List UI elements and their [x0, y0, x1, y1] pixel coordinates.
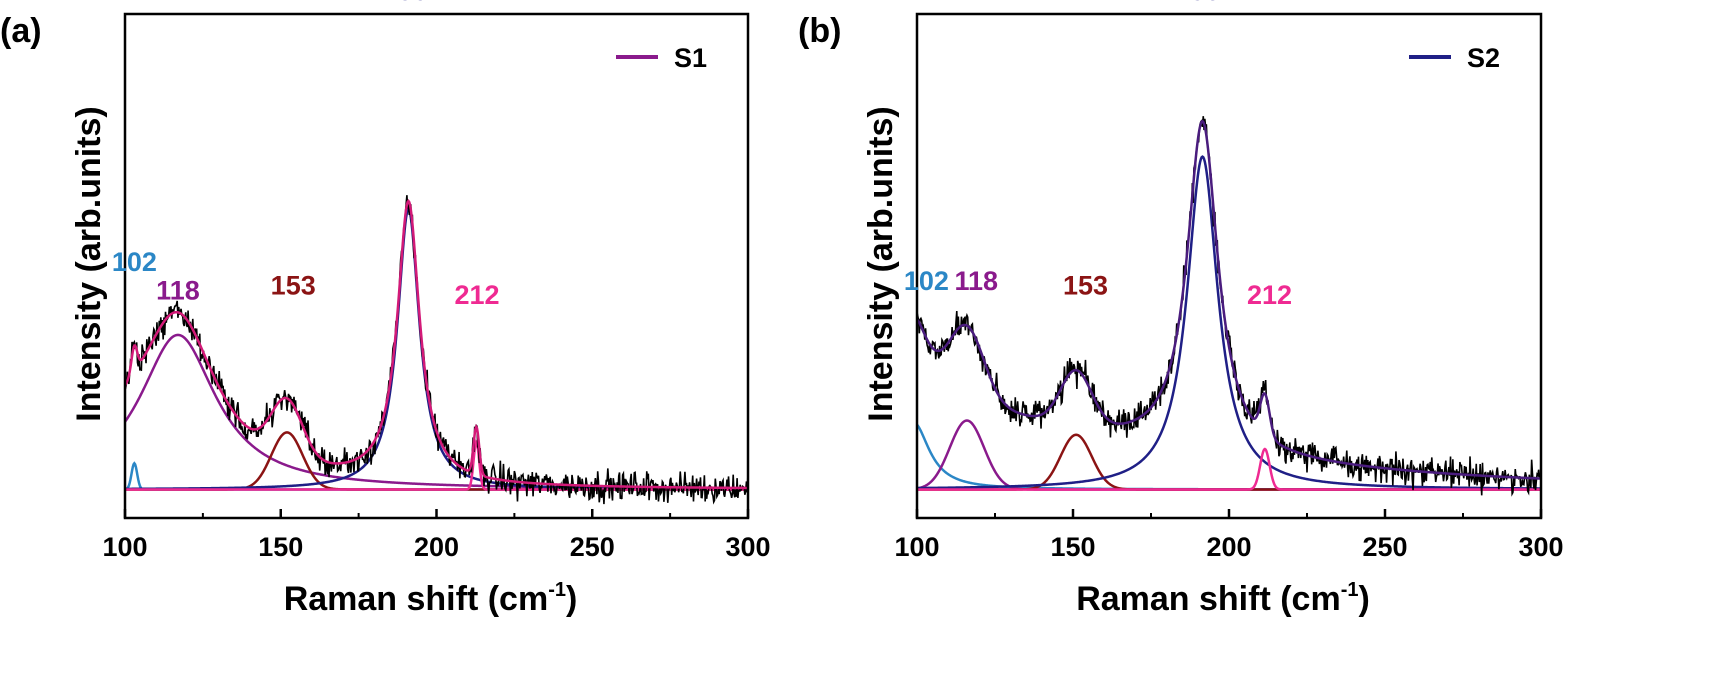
- x-axis-title-superscript: -1: [1341, 579, 1359, 601]
- x-tick-label: 250: [1362, 532, 1407, 562]
- x-tick-label: 200: [414, 532, 459, 562]
- measured-data-line: [125, 195, 748, 505]
- x-tick-label: 100: [894, 532, 939, 562]
- x-axis-title: Raman shift (cm-1): [1076, 579, 1370, 618]
- cumulative-fit-line: [917, 119, 1541, 480]
- peak-label-118: 118: [156, 275, 200, 305]
- x-axis-title-end: ): [1358, 580, 1369, 618]
- plot-area: [917, 116, 1541, 497]
- peak-label-212: 212: [454, 280, 499, 310]
- measured-data-line: [917, 116, 1541, 497]
- plot-area: [125, 195, 748, 505]
- fit-peak-190: [917, 155, 1541, 490]
- peak-label-190: 190: [1175, 0, 1220, 6]
- y-axis-title: Intensity (arb.units): [862, 106, 900, 421]
- x-axis-title-superscript: -1: [548, 579, 566, 601]
- peak-label-212: 212: [1247, 280, 1292, 310]
- y-axis-title: Intensity (arb.units): [70, 106, 108, 421]
- x-tick-label: 300: [725, 532, 770, 562]
- x-axis-title-end: ): [566, 580, 577, 618]
- x-tick-label: 200: [1206, 532, 1251, 562]
- plot-frame: [123, 12, 750, 520]
- fit-peak-118: [125, 333, 748, 490]
- legend-label-s1: S1: [674, 43, 707, 73]
- peak-label-102: 102: [904, 266, 949, 296]
- chart-panel-a: 100 150 200 250 300 Raman shift (cm-1) Intensi…: [0, 0, 771, 618]
- fit-peak-212: [917, 447, 1541, 491]
- fit-peak-190: [125, 206, 748, 491]
- panel-label: (b): [798, 12, 841, 50]
- fit-peak-212: [125, 439, 748, 491]
- peak-label-102: 102: [112, 247, 157, 277]
- peak-label-153: 153: [1063, 271, 1108, 301]
- cumulative-fit-line: [125, 199, 748, 490]
- peak-label-190: 190: [383, 0, 428, 6]
- x-axis-title-main: Raman shift (cm: [1076, 580, 1341, 618]
- x-tick-label: 300: [1518, 532, 1563, 562]
- x-tick-label: 100: [102, 532, 147, 562]
- peak-label-118: 118: [954, 266, 998, 296]
- x-tick-label: 250: [570, 532, 615, 562]
- panel-label: (a): [0, 12, 42, 50]
- plot-frame: [915, 12, 1543, 520]
- x-tick-label: 150: [1050, 532, 1095, 562]
- peak-label-153: 153: [271, 271, 316, 301]
- fit-peak-153: [917, 433, 1541, 491]
- x-axis-title-main: Raman shift (cm: [284, 580, 549, 618]
- x-axis-title: Raman shift (cm-1): [284, 579, 578, 618]
- x-tick-label: 150: [258, 532, 303, 562]
- legend-label-s2: S2: [1467, 43, 1500, 73]
- chart-panel-b: 100 150 200 250 300 Raman shift (cm-1) Intensi…: [798, 0, 1564, 618]
